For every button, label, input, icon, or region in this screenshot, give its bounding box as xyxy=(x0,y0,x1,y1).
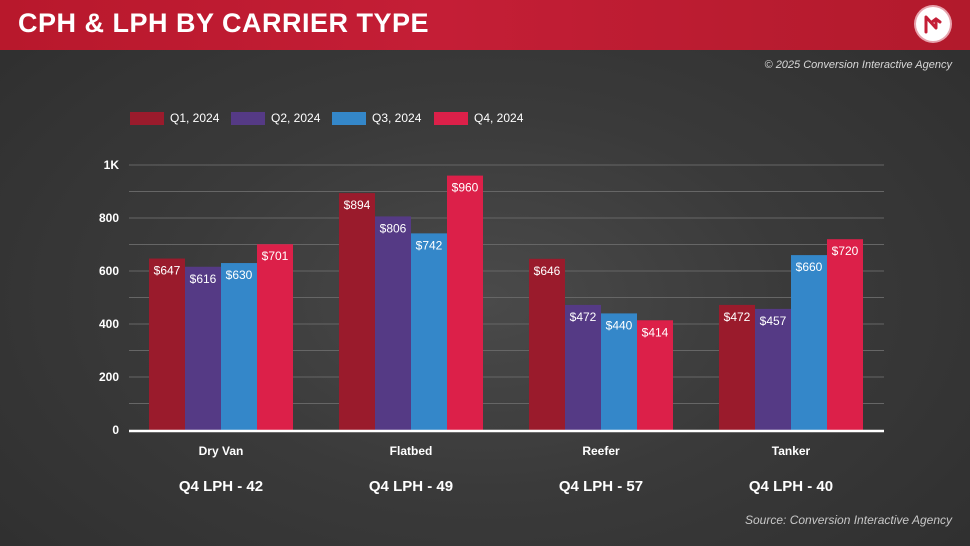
lph-label-reefer: Q4 LPH - 57 xyxy=(558,478,644,495)
x-tick-label: Flatbed xyxy=(390,444,433,458)
y-tick-label: 0 xyxy=(112,423,119,437)
bar xyxy=(755,308,791,430)
data-label: $440 xyxy=(606,318,633,332)
data-label: $414 xyxy=(642,325,669,339)
legend-label-q3: Q3, 2024 xyxy=(372,111,422,125)
bar xyxy=(375,216,411,430)
page-title: CPH & LPH BY CARRIER TYPE xyxy=(18,8,430,38)
bar xyxy=(827,239,863,430)
data-label: $646 xyxy=(534,264,561,278)
bar xyxy=(565,304,601,430)
data-label: $660 xyxy=(796,260,823,274)
y-tick-label: 1K xyxy=(104,158,120,172)
data-label: $616 xyxy=(190,272,217,286)
data-label: $894 xyxy=(344,198,371,212)
data-label: $630 xyxy=(226,268,253,282)
x-tick-label: Tanker xyxy=(772,444,811,458)
bar xyxy=(257,244,293,430)
legend-label-q2: Q2, 2024 xyxy=(271,111,321,125)
legend-label-q1: Q1, 2024 xyxy=(170,111,220,125)
data-label: $647 xyxy=(154,264,181,278)
legend-swatch-q1 xyxy=(130,112,164,125)
lph-label-tanker: Q4 LPH - 40 xyxy=(748,478,834,495)
data-label: $742 xyxy=(416,238,443,252)
x-tick-label: Reefer xyxy=(582,444,620,458)
x-tick-label: Dry Van xyxy=(199,444,244,458)
brand-logo-icon xyxy=(916,7,950,41)
data-label: $960 xyxy=(452,181,479,195)
data-label: $701 xyxy=(262,249,289,263)
legend-swatch-q3 xyxy=(332,112,366,125)
bar xyxy=(529,258,565,430)
bar xyxy=(637,320,673,430)
legend-label-q4: Q4, 2024 xyxy=(474,111,524,125)
bar xyxy=(221,263,257,430)
bar xyxy=(339,193,375,430)
bar xyxy=(601,313,637,430)
bar xyxy=(411,233,447,430)
data-label: $806 xyxy=(380,221,407,235)
lph-label-dry-van: Q4 LPH - 42 xyxy=(178,478,264,495)
header-bar: CPH & LPH BY CARRIER TYPE xyxy=(0,0,970,50)
legend-swatch-q4 xyxy=(434,112,468,125)
data-label: $472 xyxy=(570,310,597,324)
data-label: $457 xyxy=(760,314,787,328)
copyright-text: © 2025 Conversion Interactive Agency xyxy=(764,59,952,71)
source-text: Source: Conversion Interactive Agency xyxy=(745,513,952,527)
data-label: $472 xyxy=(724,310,751,324)
bar xyxy=(149,258,185,430)
bar xyxy=(791,255,827,430)
data-label: $720 xyxy=(832,244,859,258)
lph-label-flatbed: Q4 LPH - 49 xyxy=(368,478,454,495)
y-tick-label: 400 xyxy=(99,317,119,331)
y-tick-label: 200 xyxy=(99,370,119,384)
bar xyxy=(719,304,755,430)
bar xyxy=(185,266,221,430)
legend-swatch-q2 xyxy=(231,112,265,125)
y-tick-label: 800 xyxy=(99,211,119,225)
y-tick-label: 600 xyxy=(99,264,119,278)
bar xyxy=(447,175,483,430)
